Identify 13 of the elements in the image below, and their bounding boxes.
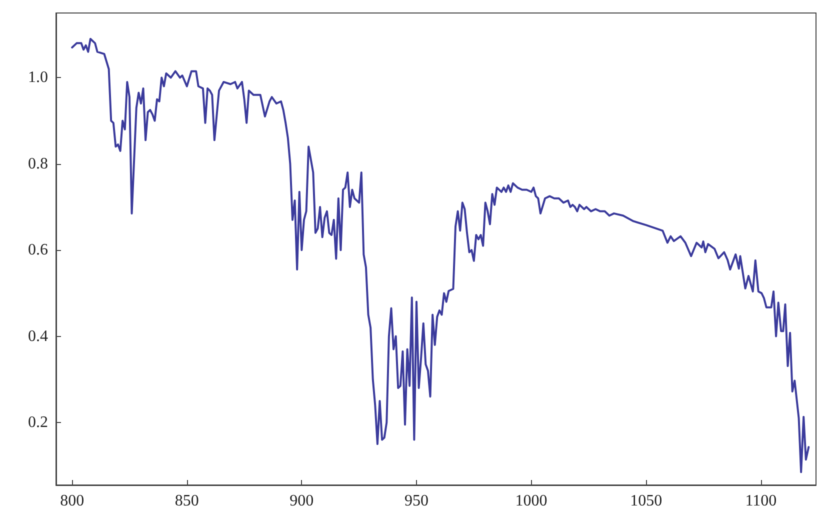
x-tick-label: 1000 (515, 492, 548, 510)
line-series (71, 38, 810, 474)
x-tick-label: 1050 (630, 492, 662, 510)
y-tick-label: 0.6 (28, 242, 48, 259)
x-tick-label: 800 (60, 492, 84, 510)
y-tick-label: 0.4 (28, 328, 48, 345)
x-tick-label: 950 (404, 492, 428, 510)
y-tick-label: 0.2 (28, 414, 48, 431)
x-tick-label: 900 (290, 492, 314, 510)
x-tick-label: 1100 (745, 492, 777, 510)
x-tick-label: 850 (174, 492, 199, 510)
y-tick-label: 1.0 (28, 69, 48, 86)
y-tick-label: 0.8 (28, 155, 48, 172)
